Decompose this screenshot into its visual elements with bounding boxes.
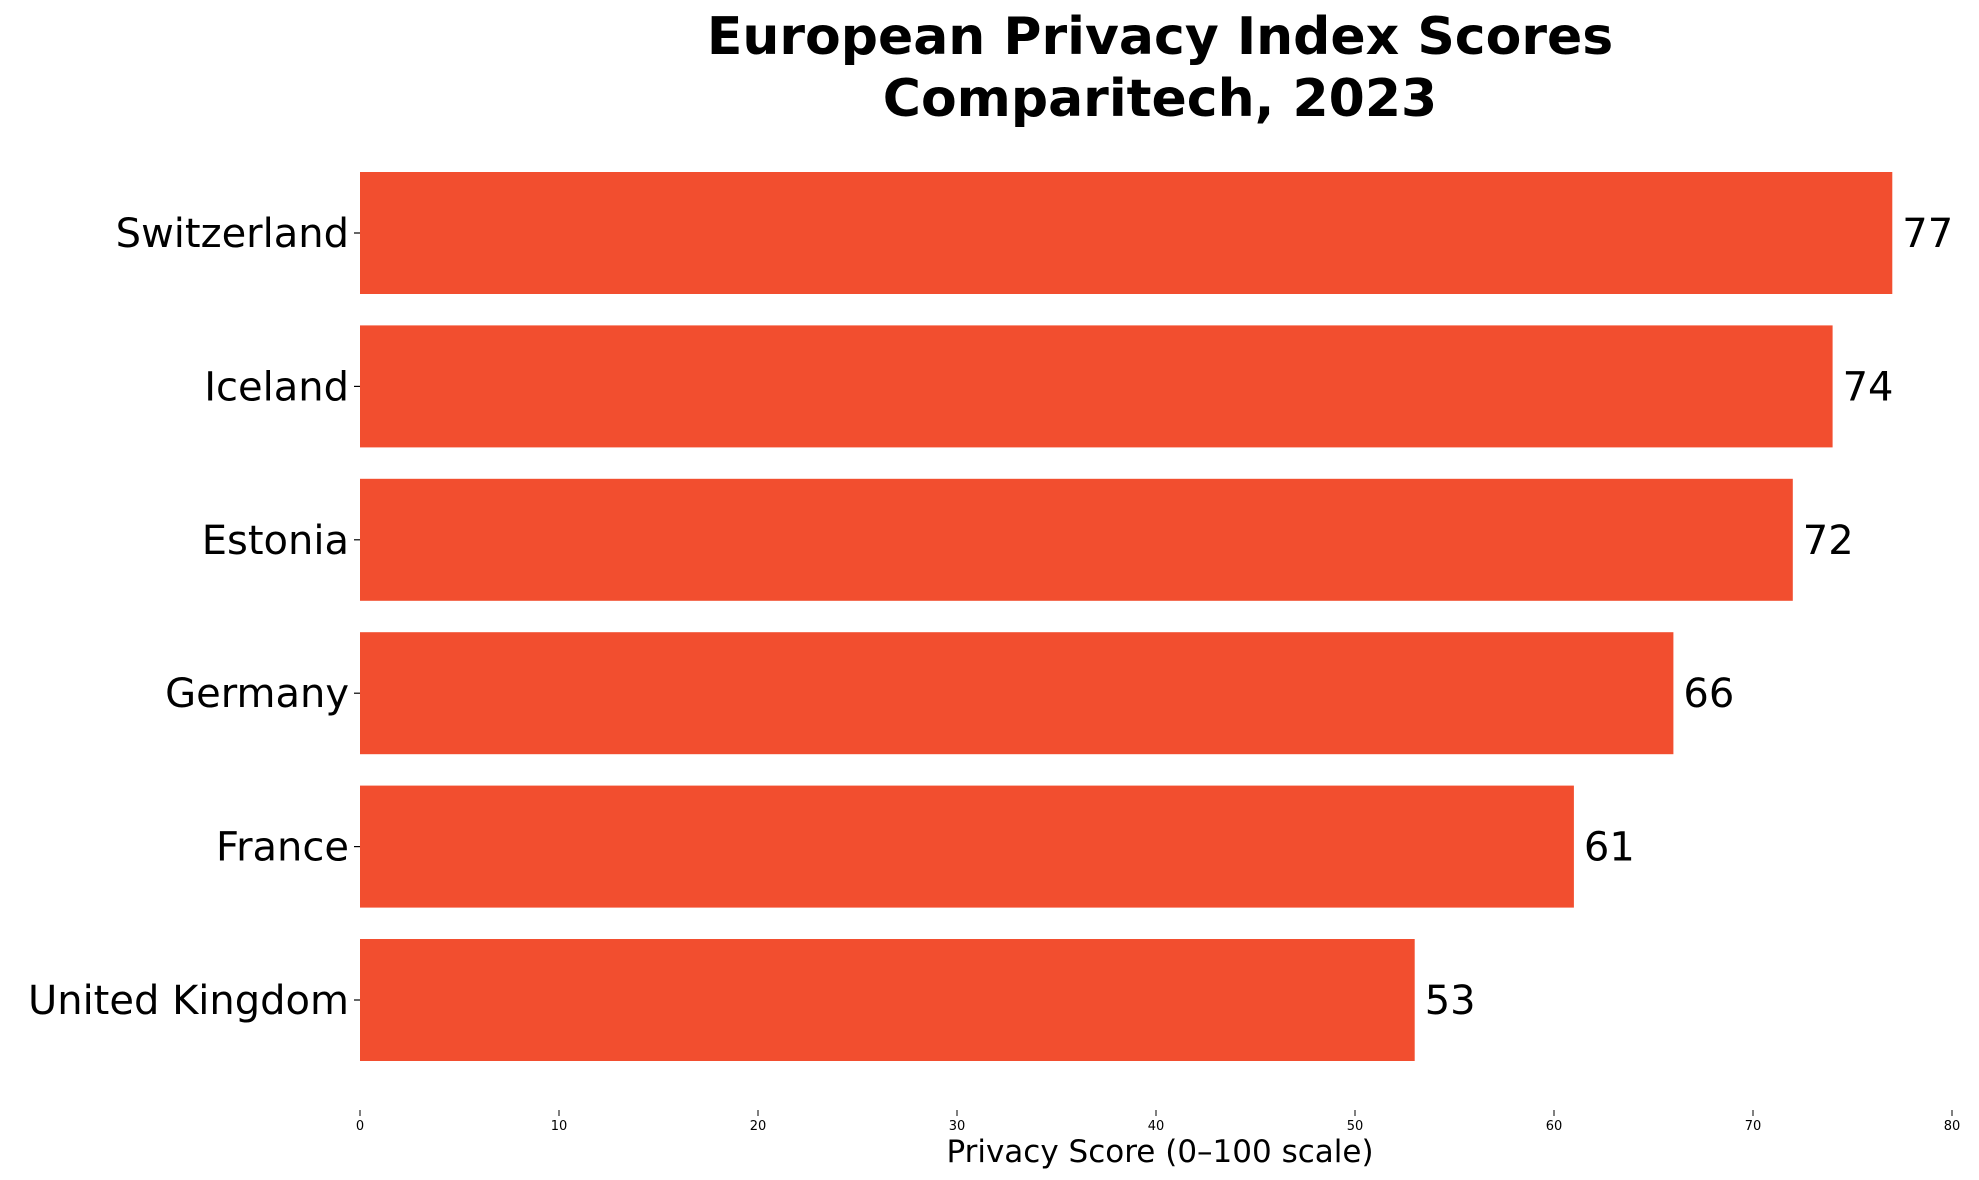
category-label: Estonia [202, 518, 349, 564]
bar [360, 632, 1674, 755]
x-tick-label: 0 [356, 1119, 364, 1134]
bar [360, 478, 1793, 601]
category-label: Switzerland [116, 211, 349, 257]
bar [360, 325, 1833, 448]
x-axis-ticks: 0 10 20 30 40 50 60 70 80 [356, 1110, 1960, 1134]
x-tick-label: 70 [1745, 1119, 1762, 1134]
value-label: 72 [1803, 518, 1854, 564]
category-label: France [216, 825, 349, 871]
value-label: 77 [1902, 211, 1953, 257]
value-label: 66 [1683, 671, 1734, 717]
value-label: 61 [1584, 825, 1635, 871]
chart-title: European Privacy Index Scores [707, 7, 1613, 67]
category-label: Iceland [204, 364, 349, 410]
x-tick-label: 30 [949, 1119, 966, 1134]
category-label: United Kingdom [28, 978, 349, 1024]
value-label: 53 [1425, 978, 1476, 1024]
bar [360, 172, 1893, 294]
x-tick-label: 60 [1546, 1119, 1563, 1134]
bars-layer: Switzerland 77 Iceland 74 Estonia 72 Germany 66… [28, 172, 1953, 1061]
x-tick-label: 50 [1347, 1119, 1364, 1134]
x-tick-label: 10 [551, 1119, 568, 1134]
x-axis-label: Privacy Score (0–100 scale) [946, 1134, 1373, 1170]
chart-subtitle: Comparitech, 2023 [883, 69, 1437, 129]
x-tick-label: 40 [1148, 1119, 1165, 1134]
x-tick-label: 20 [750, 1119, 767, 1134]
x-tick-label: 80 [1944, 1119, 1961, 1134]
bar [360, 939, 1415, 1061]
category-label: Germany [165, 671, 349, 717]
bar [360, 785, 1574, 908]
value-label: 74 [1843, 364, 1894, 410]
